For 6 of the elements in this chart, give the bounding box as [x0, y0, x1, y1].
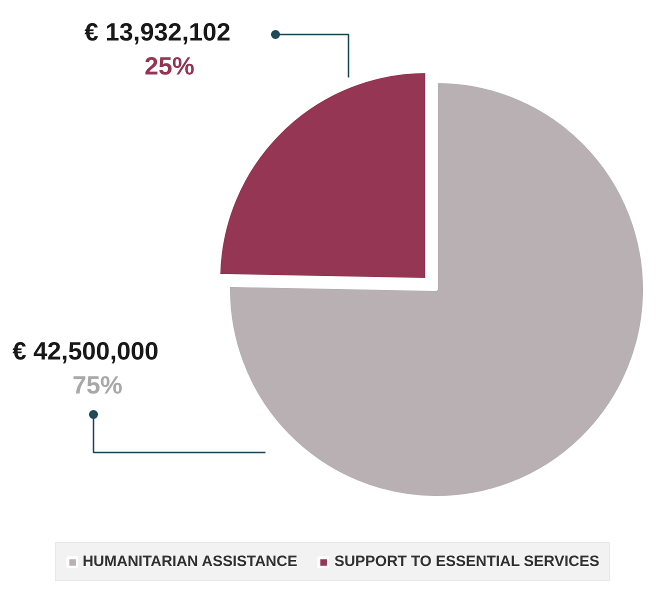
text: 75% [72, 372, 123, 400]
legend-label: SUPPORT TO ESSENTIAL SERVICES [334, 553, 600, 570]
data-label: € 42,500,000 [12, 338, 158, 366]
data-label: € 13,932,102 [84, 18, 230, 46]
legend-label: HUMANITARIAN ASSISTANCE [82, 553, 298, 570]
text: 25% [144, 52, 195, 80]
